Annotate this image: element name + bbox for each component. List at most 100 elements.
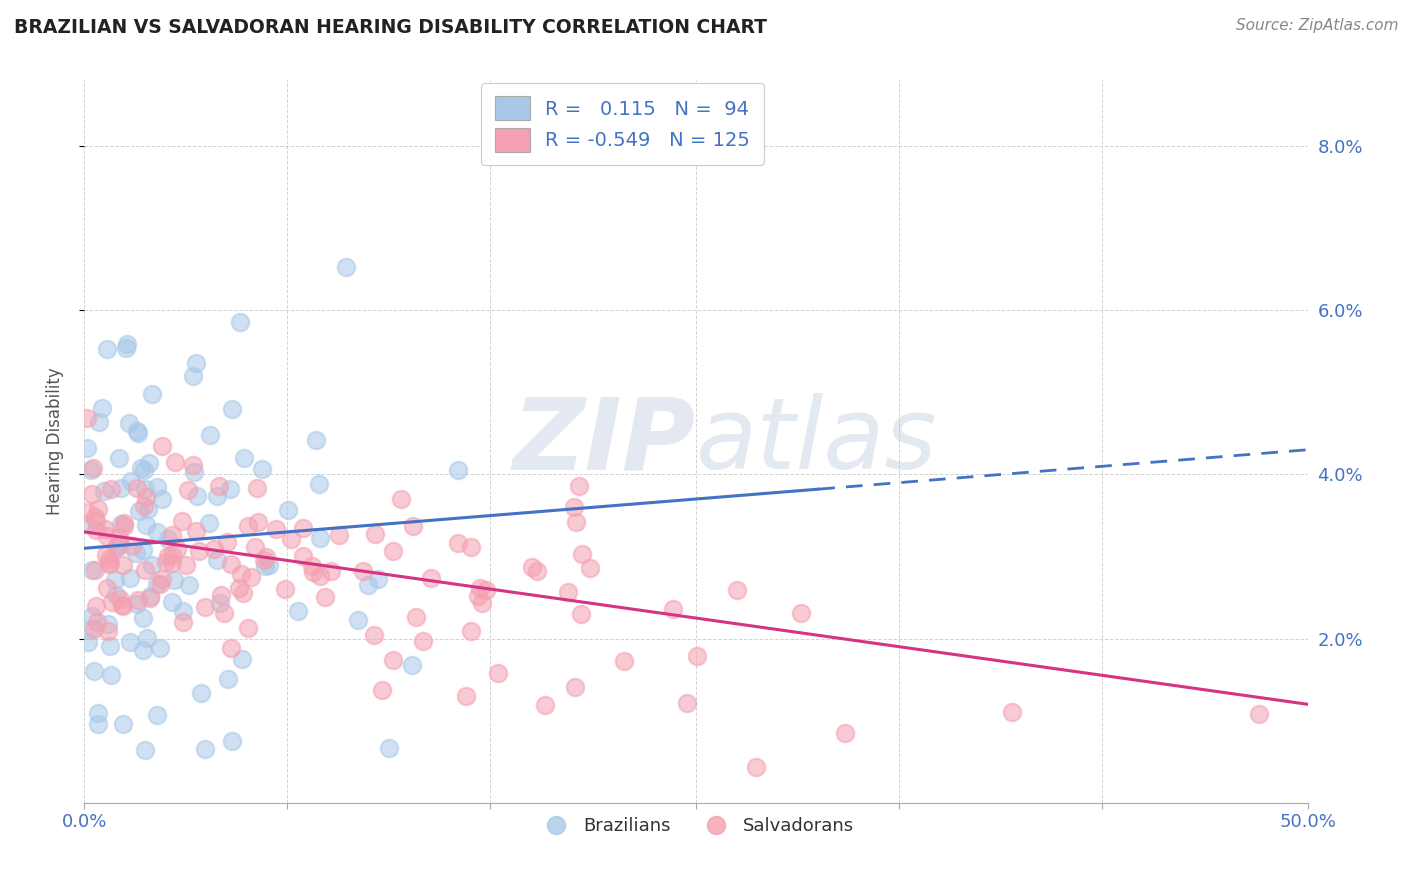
Point bbox=[87, 716, 110, 731]
Point bbox=[209, 588, 232, 602]
Point bbox=[146, 479, 169, 493]
Point bbox=[83, 665, 105, 679]
Point bbox=[83, 622, 105, 636]
Point bbox=[82, 563, 104, 577]
Point bbox=[146, 577, 169, 591]
Point bbox=[367, 572, 389, 586]
Point bbox=[239, 570, 262, 584]
Point bbox=[134, 499, 156, 513]
Point bbox=[557, 585, 579, 599]
Point bbox=[579, 560, 602, 574]
Point bbox=[571, 547, 593, 561]
Point bbox=[302, 566, 325, 580]
Point bbox=[347, 613, 370, 627]
Point bbox=[219, 641, 242, 656]
Point bbox=[176, 558, 198, 572]
Point bbox=[79, 623, 101, 637]
Point bbox=[402, 518, 425, 533]
Text: ZIP: ZIP bbox=[513, 393, 696, 490]
Point bbox=[520, 560, 543, 574]
Point bbox=[96, 342, 118, 356]
Point bbox=[135, 631, 157, 645]
Point bbox=[107, 540, 129, 554]
Point bbox=[111, 717, 134, 731]
Point bbox=[725, 582, 748, 597]
Point bbox=[125, 597, 148, 611]
Point bbox=[352, 564, 374, 578]
Point bbox=[309, 569, 332, 583]
Point bbox=[254, 549, 277, 564]
Point bbox=[87, 706, 110, 720]
Point bbox=[565, 515, 588, 529]
Point bbox=[277, 502, 299, 516]
Point bbox=[194, 742, 217, 756]
Point bbox=[98, 557, 121, 571]
Point bbox=[110, 517, 132, 532]
Point bbox=[232, 451, 254, 466]
Legend: Brazilians, Salvadorans: Brazilians, Salvadorans bbox=[529, 808, 863, 845]
Point bbox=[745, 759, 768, 773]
Text: Source: ZipAtlas.com: Source: ZipAtlas.com bbox=[1236, 18, 1399, 33]
Point bbox=[186, 489, 208, 503]
Point bbox=[112, 516, 135, 530]
Point bbox=[314, 590, 336, 604]
Point bbox=[183, 466, 205, 480]
Point bbox=[308, 477, 330, 491]
Point bbox=[205, 553, 228, 567]
Point bbox=[686, 649, 709, 664]
Point bbox=[215, 535, 238, 549]
Point bbox=[112, 558, 135, 573]
Point bbox=[108, 591, 131, 606]
Point bbox=[264, 522, 287, 536]
Point bbox=[170, 514, 193, 528]
Point bbox=[145, 707, 167, 722]
Point bbox=[125, 425, 148, 439]
Point bbox=[363, 628, 385, 642]
Point bbox=[166, 541, 188, 556]
Point bbox=[131, 643, 153, 657]
Point bbox=[292, 521, 315, 535]
Point bbox=[305, 433, 328, 447]
Point bbox=[132, 611, 155, 625]
Point bbox=[118, 417, 141, 431]
Point bbox=[108, 451, 131, 466]
Point bbox=[197, 516, 219, 531]
Point bbox=[467, 589, 489, 603]
Point bbox=[274, 582, 297, 597]
Point bbox=[221, 401, 243, 416]
Point bbox=[217, 672, 239, 686]
Point bbox=[186, 524, 208, 538]
Point bbox=[212, 606, 235, 620]
Point bbox=[110, 598, 132, 612]
Point bbox=[198, 428, 221, 442]
Point bbox=[139, 589, 162, 603]
Point bbox=[149, 641, 172, 656]
Point bbox=[247, 515, 270, 529]
Point bbox=[76, 505, 98, 519]
Point bbox=[405, 610, 427, 624]
Point bbox=[148, 577, 170, 591]
Point bbox=[205, 489, 228, 503]
Point bbox=[91, 401, 114, 416]
Point bbox=[82, 460, 104, 475]
Text: atlas: atlas bbox=[696, 393, 938, 490]
Point bbox=[82, 486, 104, 500]
Point bbox=[96, 528, 118, 542]
Text: BRAZILIAN VS SALVADORAN HEARING DISABILITY CORRELATION CHART: BRAZILIAN VS SALVADORAN HEARING DISABILI… bbox=[14, 18, 768, 37]
Point bbox=[139, 591, 162, 606]
Point bbox=[111, 599, 134, 613]
Point bbox=[176, 483, 198, 498]
Point bbox=[97, 616, 120, 631]
Point bbox=[98, 639, 121, 653]
Point bbox=[104, 588, 127, 602]
Point bbox=[231, 651, 253, 665]
Point bbox=[98, 557, 121, 571]
Point bbox=[104, 574, 127, 588]
Point bbox=[134, 742, 156, 756]
Point bbox=[391, 491, 413, 506]
Point bbox=[208, 479, 231, 493]
Point bbox=[163, 574, 186, 588]
Point bbox=[84, 523, 107, 537]
Point bbox=[834, 726, 856, 740]
Point bbox=[328, 527, 350, 541]
